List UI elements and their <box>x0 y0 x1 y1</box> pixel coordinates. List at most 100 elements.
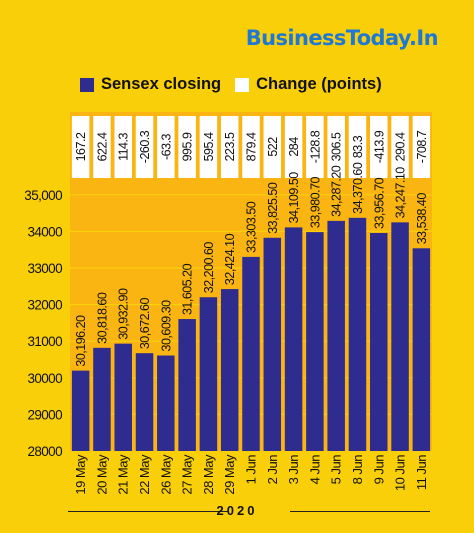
bar-value-label: 30,932.90 <box>117 288 131 340</box>
sensex-bar <box>370 232 388 451</box>
bar-value-label: 33,538.40 <box>415 193 429 245</box>
y-tick-label: 30000 <box>27 371 62 386</box>
change-value-label: 114.3 <box>117 133 131 161</box>
change-value-label: 290.4 <box>394 132 408 161</box>
change-value-label: 595.4 <box>202 132 216 161</box>
change-value-label: -128.8 <box>308 130 322 163</box>
chart-legend: Sensex closing Change (points) <box>80 75 382 94</box>
change-box <box>370 116 388 178</box>
x-tick-label: 3 Jun <box>286 455 301 485</box>
x-tick-label: 5 Jun <box>329 455 344 485</box>
sensex-bar <box>157 355 175 451</box>
change-box <box>284 116 303 178</box>
x-tick-label: 4 Jun <box>307 455 322 485</box>
bar-value-label: 30,609.30 <box>159 300 173 352</box>
legend-label-change: Change (points) <box>256 75 382 93</box>
year-rule-left <box>68 511 228 512</box>
bar-value-label: 34,287.20 <box>330 165 344 217</box>
change-value-label: -708.7 <box>415 130 429 163</box>
x-tick-label: 20 May <box>94 454 109 495</box>
sensex-bar <box>306 232 324 451</box>
sensex-bar <box>71 370 90 451</box>
sensex-bar <box>199 297 218 451</box>
sensex-bar <box>114 343 132 451</box>
change-box <box>412 116 431 178</box>
x-tick-label: 19 May <box>73 454 88 495</box>
sensex-bar <box>348 217 367 451</box>
x-tick-label: 2 Jun <box>265 455 280 485</box>
bar-value-label: 33,825.50 <box>266 182 280 234</box>
change-box <box>199 116 218 178</box>
change-value-label: 622.4 <box>95 132 109 161</box>
sensex-bar <box>391 222 409 451</box>
brand-logo: BusinessToday.In <box>245 26 439 50</box>
y-tick-label: 31000 <box>27 334 62 349</box>
change-box <box>242 116 260 178</box>
change-box <box>93 116 111 178</box>
change-value-label: 306.5 <box>330 132 344 161</box>
bar-value-label: 33,303.50 <box>245 201 259 253</box>
change-value-label: 995.9 <box>181 132 195 161</box>
x-tick-label: 9 Jun <box>371 455 386 485</box>
sensex-bar <box>135 353 154 451</box>
legend-label-sensex: Sensex closing <box>101 75 222 93</box>
bar-value-label: 31,605.20 <box>181 263 195 315</box>
change-value-label: 223.5 <box>223 132 237 161</box>
year-rule-right <box>290 511 430 512</box>
change-box <box>114 116 132 178</box>
bar-value-label: 34,247.10 <box>394 167 408 219</box>
y-tick-label: 32000 <box>27 298 62 313</box>
change-box <box>178 116 196 178</box>
change-value-label: 879.4 <box>245 132 259 161</box>
legend-swatch-sensex <box>80 77 94 92</box>
sensex-bar <box>263 237 282 451</box>
sensex-bar <box>93 347 111 451</box>
x-tick-label: 29 May <box>222 454 237 495</box>
sensex-bar <box>412 248 431 451</box>
x-tick-label: 10 Jun <box>393 455 408 491</box>
sensex-bar <box>178 319 196 451</box>
bar-value-label: 33,980.70 <box>308 176 322 228</box>
y-tick-label: 33000 <box>27 261 62 276</box>
x-tick-label: 11 Jun <box>414 455 429 490</box>
change-box <box>263 116 282 178</box>
bar-value-label: 32,424.10 <box>223 233 237 285</box>
change-box <box>391 116 409 178</box>
y-tick-label: 29000 <box>27 407 62 422</box>
change-box <box>327 116 345 178</box>
bar-value-label: 30,672.60 <box>138 298 152 350</box>
x-tick-label: 1 Jun <box>244 455 259 485</box>
sensex-bar <box>327 220 345 451</box>
change-value-label: -260.3 <box>138 130 152 163</box>
change-box <box>157 116 175 178</box>
sensex-bar <box>220 289 239 451</box>
x-tick-label: 8 Jun <box>350 455 365 485</box>
bar-value-label: 30,196.20 <box>74 315 88 367</box>
x-tick-label: 28 May <box>201 454 216 495</box>
change-box <box>135 116 154 178</box>
legend-swatch-change <box>235 77 250 92</box>
change-value-label: 522 <box>266 137 280 157</box>
bar-value-label: 34,109.50 <box>287 172 301 224</box>
change-box <box>348 116 367 178</box>
bar-value-label: 30,818.60 <box>95 292 109 344</box>
x-tick-label: 27 May <box>180 454 195 495</box>
y-tick-label: 35,000 <box>24 188 62 203</box>
sensex-bar <box>242 256 260 451</box>
x-tick-label: 22 May <box>137 454 152 495</box>
bar-value-label: 32,200.60 <box>202 242 216 294</box>
bar-value-label: 34,370.60 <box>351 162 365 214</box>
x-tick-label: 26 May <box>158 454 173 495</box>
x-tick-label: 21 May <box>116 454 131 495</box>
change-box <box>71 116 90 178</box>
change-value-label: 83.3 <box>351 135 365 158</box>
change-value-label: -413.9 <box>372 130 386 163</box>
change-box <box>220 116 239 178</box>
sensex-bar <box>284 227 303 451</box>
change-value-label: -63.3 <box>159 133 173 160</box>
change-value-label: 284 <box>287 137 301 157</box>
y-tick-label: 34000 <box>27 224 62 239</box>
change-box <box>306 116 324 178</box>
x-axis-year-label: 2020 <box>216 503 258 518</box>
